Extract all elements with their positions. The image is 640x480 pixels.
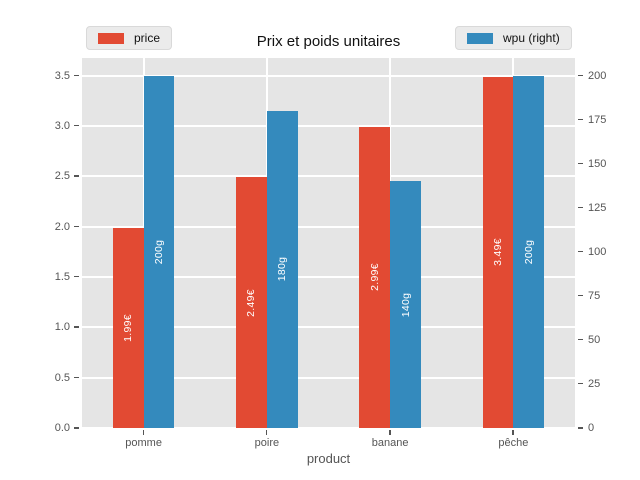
x-axis-label: product [306,451,351,466]
price-legend-swatch [98,32,124,44]
bar-label-wpu-pêche: 200g [522,239,535,265]
x-axis-tick [512,430,514,435]
bar-label-price-pomme: 1.99€ [122,313,135,342]
right-axis-tick [578,427,583,429]
wpu-legend-label: wpu (right) [503,31,560,45]
left-axis-tick-label: 3.0 [54,119,70,132]
bar-price-poire [236,177,267,428]
bar-label-price-banane: 2.99€ [368,263,381,292]
right-axis-tick [578,118,583,121]
gridline-horizontal [82,74,575,77]
wpu-legend-swatch [467,32,493,44]
bar-wpu-poire [266,110,298,428]
right-axis-tick-label: 125 [588,201,607,214]
right-axis-tick [578,382,583,385]
bar-label-price-pêche: 3.49€ [491,238,504,267]
gridline-horizontal [82,326,575,329]
bar-label-wpu-poire: 180g [276,257,289,282]
gridline-horizontal [82,275,575,278]
left-axis-tick [74,326,79,328]
right-axis-tick-label: 175 [588,113,607,126]
x-axis-tick [142,430,145,435]
gridline-horizontal [82,376,575,379]
right-axis-tick-label: 0 [588,422,595,434]
chart-title: Prix et poids unitaires [256,33,401,50]
right-axis-tick-label: 25 [588,377,601,390]
left-axis-tick-label: 3.5 [54,69,70,82]
x-axis-tick-label: pêche [498,437,529,449]
price-legend-label: price [134,31,161,45]
right-axis-tick-label: 50 [588,333,601,346]
right-axis-tick-label: 100 [588,245,607,258]
legend-price: price [86,26,173,50]
legend-wpu: wpu (right) [455,26,572,50]
gridline-horizontal [82,175,575,178]
left-axis-tick [74,427,79,429]
left-axis-tick-label: 1.0 [54,321,70,334]
right-axis-tick [578,162,583,165]
x-axis-tick-label: pomme [125,437,162,449]
left-axis-tick [74,225,79,228]
right-axis-tick [578,206,583,209]
gridline-horizontal [82,225,575,228]
right-axis-tick [578,338,583,341]
x-axis-tick-label: banane [371,437,409,449]
gridline-horizontal [82,124,575,127]
x-axis-tick [265,430,268,435]
bar-label-wpu-pomme: 200g [153,239,166,265]
bar-label-price-poire: 2.49€ [245,288,258,317]
left-axis-tick [74,376,79,379]
right-axis-tick [578,74,583,77]
x-axis-tick [389,430,391,435]
left-axis-tick [74,74,79,77]
right-axis-tick-label: 150 [588,157,607,170]
left-axis-tick [74,275,79,278]
right-axis-tick-label: 200 [588,69,607,82]
right-axis-tick [578,250,583,253]
left-axis-tick [74,175,79,177]
left-axis-tick [74,124,79,127]
left-axis-tick-label: 2.0 [54,220,70,233]
gridline-horizontal [82,427,575,429]
left-axis-tick-label: 0.0 [54,422,70,434]
left-axis-tick-label: 1.5 [54,270,70,283]
bar-price-pêche [482,76,514,428]
left-axis-tick-label: 2.5 [54,170,70,183]
bar-price-pomme [112,227,144,428]
bar-wpu-pomme [143,75,175,428]
bar-label-wpu-banane: 140g [399,292,412,317]
right-axis-tick [578,294,583,297]
left-axis-tick-label: 0.5 [54,371,70,384]
x-axis-tick-label: poire [254,437,280,449]
bar-wpu-banane [390,181,421,428]
right-axis-tick-label: 75 [588,289,601,302]
bar-price-banane [359,126,391,428]
bar-wpu-pêche [513,75,545,428]
